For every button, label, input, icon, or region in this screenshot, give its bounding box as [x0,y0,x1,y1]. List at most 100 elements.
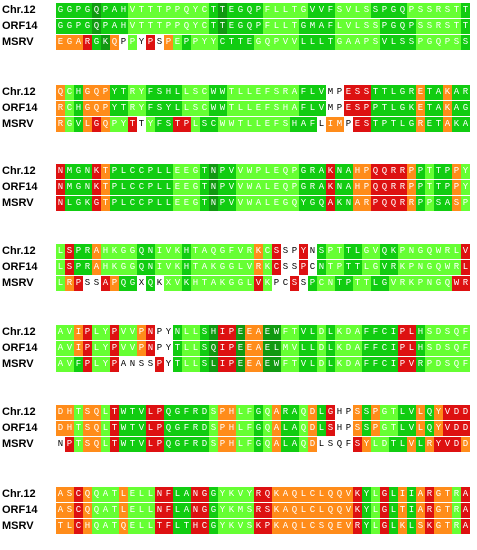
residue-cell: P [146,180,155,195]
residue-cell: S [452,196,461,211]
residue-cell: Q [380,196,389,211]
residue-cell: P [371,101,380,116]
residue-cell: W [218,101,227,116]
residue-cell: H [65,405,74,420]
residue-cell: T [128,437,137,452]
residue-cell: Q [83,487,92,502]
residue-cell: C [200,519,209,534]
residue-cell: W [119,437,128,452]
residue-cell: L [308,325,317,340]
residue-cell: E [353,117,362,132]
residue-cell: R [398,196,407,211]
residue-cell: H [182,260,191,275]
residue-cell: S [362,85,371,100]
residue-cell: V [227,196,236,211]
residue-cell: R [254,503,263,518]
residue-cell: P [380,117,389,132]
residue-cell: W [218,117,227,132]
residue-cell: T [110,503,119,518]
residue-cell: T [110,421,119,436]
residue-cell: E [227,19,236,34]
residue-cell: S [362,3,371,18]
residue-cell: R [443,244,452,259]
residue-cell: F [227,244,236,259]
residue-cell: R [191,437,200,452]
residue-cell: C [308,260,317,275]
residue-cell: S [443,19,452,34]
residue-cell: M [326,101,335,116]
residue-cell: L [308,101,317,116]
residue-cell: P [398,357,407,372]
residue-cell: S [155,85,164,100]
residue-cell: L [308,357,317,372]
residue-cell: K [173,244,182,259]
residue-cell: L [308,85,317,100]
residue-cell: Q [380,180,389,195]
residue-cell: S [326,421,335,436]
residue-cell: C [128,180,137,195]
sequence-name: Chr.12 [2,4,36,16]
residue-cell: L [236,260,245,275]
residue-cell: A [452,85,461,100]
residue-cell: R [128,101,137,116]
sequence-name: MSRV [2,277,34,289]
residue-cell: T [146,3,155,18]
residue-cell: A [317,19,326,34]
residue-cell: S [425,341,434,356]
residue-cell: T [389,437,398,452]
residue-cell: R [245,244,254,259]
residue-cell: G [416,244,425,259]
residue-cell: L [146,487,155,502]
residue-cell: A [182,503,191,518]
residue-cell: L [416,437,425,452]
residue-cell: G [128,244,137,259]
residue-cell: W [272,325,281,340]
residue-cell: L [317,117,326,132]
residue-cell: L [416,421,425,436]
residue-cell: L [272,341,281,356]
residue-cell: G [434,503,443,518]
residue-cell: S [164,117,173,132]
residue-cell: C [263,244,272,259]
residue-cell: L [299,35,308,50]
residue-cell: P [218,437,227,452]
residue-cell: S [416,519,425,534]
residue-cell: T [101,180,110,195]
residue-cell: T [290,357,299,372]
residue-cell: A [344,35,353,50]
residue-cell: P [173,3,182,18]
residue-cell: G [83,101,92,116]
residue-cell: P [146,35,155,50]
residue-cell: G [362,244,371,259]
residue-cell: P [335,85,344,100]
residue-cell: T [200,196,209,211]
residue-cell: A [56,341,65,356]
residue-cell: T [200,180,209,195]
residue-cell: P [299,260,308,275]
residue-cell: S [209,437,218,452]
residue-cell: H [119,3,128,18]
residue-cell: S [353,437,362,452]
residue-cell: A [461,519,470,534]
residue-cell: L [371,437,380,452]
residue-cell: R [128,85,137,100]
residue-cell: K [272,487,281,502]
residue-cell: L [245,85,254,100]
residue-cell: L [299,519,308,534]
residue-cell: Y [299,244,308,259]
residue-cell: R [281,85,290,100]
residue-cell: T [344,244,353,259]
residue-cell: C [74,519,83,534]
residue-cell: G [74,164,83,179]
residue-cell: G [65,35,74,50]
residue-cell: S [272,101,281,116]
residue-cell: W [434,244,443,259]
residue-cell: L [155,196,164,211]
residue-cell: L [407,519,416,534]
residue-cell: L [389,519,398,534]
residue-cell: V [290,341,299,356]
residue-cell: R [452,519,461,534]
